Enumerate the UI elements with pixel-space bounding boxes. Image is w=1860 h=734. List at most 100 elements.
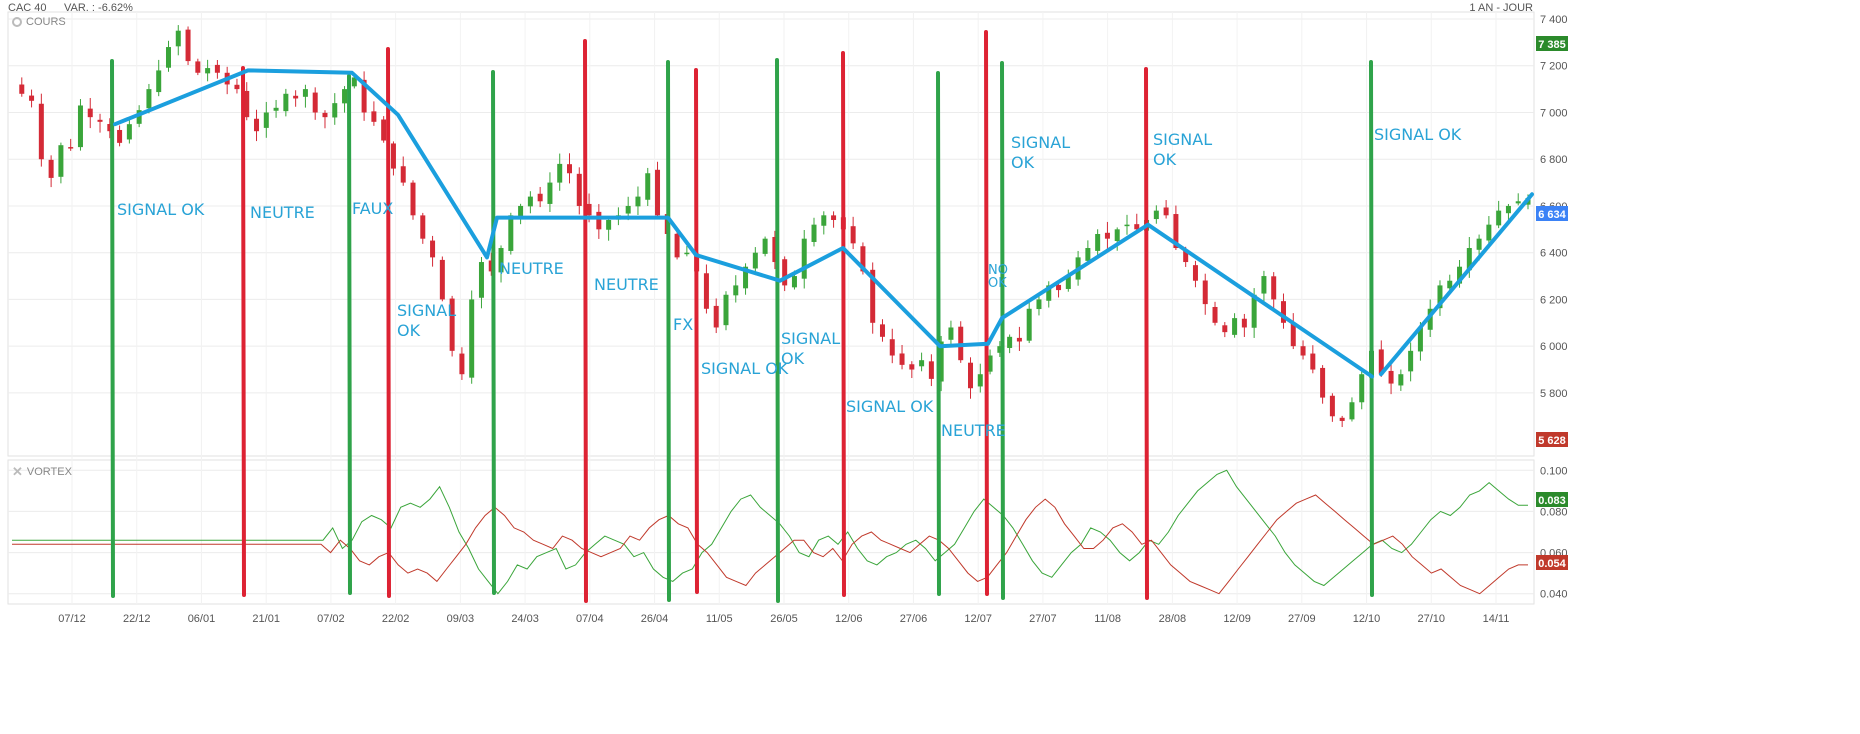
candle-body <box>596 211 602 230</box>
candle-body <box>488 260 494 272</box>
price-tick-label: 7 200 <box>1540 61 1568 73</box>
candle-body <box>38 103 44 160</box>
signal-line-green <box>110 59 115 598</box>
candle-body <box>1202 280 1208 305</box>
candle-body <box>518 205 524 217</box>
vortex-minus-line <box>12 494 1528 595</box>
vortex-panel-frame <box>7 459 1535 605</box>
annotation-label: SIGNAL OK <box>846 397 934 416</box>
x-tick-label: 06/01 <box>188 613 216 625</box>
candle-body <box>733 285 739 296</box>
candle-body <box>1173 214 1179 249</box>
x-tick-label: 07/02 <box>317 613 345 625</box>
gear-icon[interactable] <box>12 17 22 27</box>
candle-body <box>283 93 289 112</box>
candle-body <box>1271 276 1277 300</box>
candle-body <box>1163 207 1169 216</box>
x-tick-label: 09/03 <box>447 613 475 625</box>
candle-body <box>1114 229 1120 242</box>
candle-body <box>58 145 64 177</box>
candle-body <box>175 30 181 47</box>
candle-body <box>557 163 563 183</box>
candle-body <box>1359 374 1365 403</box>
x-tick-label: 26/04 <box>641 613 669 625</box>
candle-body <box>1056 284 1062 291</box>
x-tick-label: 12/10 <box>1353 613 1381 625</box>
candle-body <box>1505 205 1511 214</box>
price-panel-frame <box>7 11 1535 457</box>
x-tick-label: 27/06 <box>900 613 928 625</box>
candle-body <box>1241 318 1247 328</box>
candle-body <box>254 118 260 132</box>
signal-line-red <box>583 39 588 603</box>
candle-body <box>1290 323 1296 347</box>
candle-body <box>576 173 582 206</box>
candle-body <box>1251 294 1257 328</box>
signal-line-red <box>841 51 846 597</box>
candle-body <box>77 105 83 148</box>
candle-body <box>322 112 328 118</box>
candle-body <box>1486 224 1492 241</box>
candle-body <box>1329 395 1335 417</box>
candle-body <box>87 108 93 118</box>
candle-body <box>713 305 719 328</box>
vortex-tick-label: 0.080 <box>1540 506 1568 518</box>
candle-body <box>351 77 357 87</box>
candle-body <box>449 298 455 351</box>
candle-body <box>860 246 866 272</box>
candle-body <box>234 84 240 90</box>
candle-body <box>821 215 827 226</box>
candle-body <box>566 164 572 174</box>
candle-body <box>1320 367 1326 398</box>
candle-body <box>478 262 484 298</box>
candle-body <box>165 47 171 68</box>
annotation-label: NEUTRE <box>250 203 315 222</box>
candle-body <box>48 159 54 178</box>
candle-body <box>850 226 856 244</box>
candle-body <box>68 147 74 149</box>
candle-body <box>1007 336 1013 348</box>
signal-line-green <box>347 74 352 595</box>
candle-body <box>312 92 318 113</box>
signal-line-red <box>694 68 699 594</box>
candle-body <box>909 364 915 370</box>
close-icon[interactable]: ✕ <box>12 464 23 479</box>
vortex-minus-badge-bg <box>1536 555 1568 570</box>
period-selector[interactable]: 1 AN - JOUR <box>1469 2 1533 14</box>
candle-body <box>762 238 768 254</box>
candle-body <box>1496 210 1502 226</box>
x-tick-label: 27/07 <box>1029 613 1057 625</box>
signal-line-red <box>984 30 989 596</box>
x-tick-label: 12/07 <box>964 613 992 625</box>
x-tick-label: 27/10 <box>1418 613 1446 625</box>
candle-body <box>997 346 1003 353</box>
candle-body <box>899 353 905 365</box>
candle-body <box>390 143 396 169</box>
candle-body <box>977 374 983 387</box>
high-price-badge-bg <box>1536 36 1568 51</box>
price-panel-title: COURS <box>26 16 66 28</box>
low-price-badge-bg <box>1536 432 1568 447</box>
candle-body <box>919 360 925 367</box>
x-tick-label: 27/09 <box>1288 613 1316 625</box>
candle-body <box>928 361 934 379</box>
price-tick-label: 7 400 <box>1540 14 1568 26</box>
annotation-label: NO OK <box>988 263 1008 291</box>
candle-body <box>547 182 553 204</box>
candle-body <box>1515 201 1521 204</box>
signal-line-red <box>1144 67 1149 600</box>
annotation-label: NEUTRE <box>594 275 659 294</box>
candle-body <box>987 355 993 372</box>
candle-body <box>400 166 406 183</box>
x-tick-label: 14/11 <box>1483 613 1510 625</box>
candle-body <box>508 215 514 251</box>
last-price-badge-bg <box>1536 206 1568 221</box>
candle-body <box>1310 353 1316 370</box>
candle-body <box>1300 346 1306 356</box>
candle-body <box>1339 417 1345 421</box>
candle-body <box>1036 299 1042 310</box>
annotation-label: FAUX <box>352 199 394 218</box>
candle-body <box>1349 402 1355 420</box>
candle-body <box>1378 349 1384 375</box>
